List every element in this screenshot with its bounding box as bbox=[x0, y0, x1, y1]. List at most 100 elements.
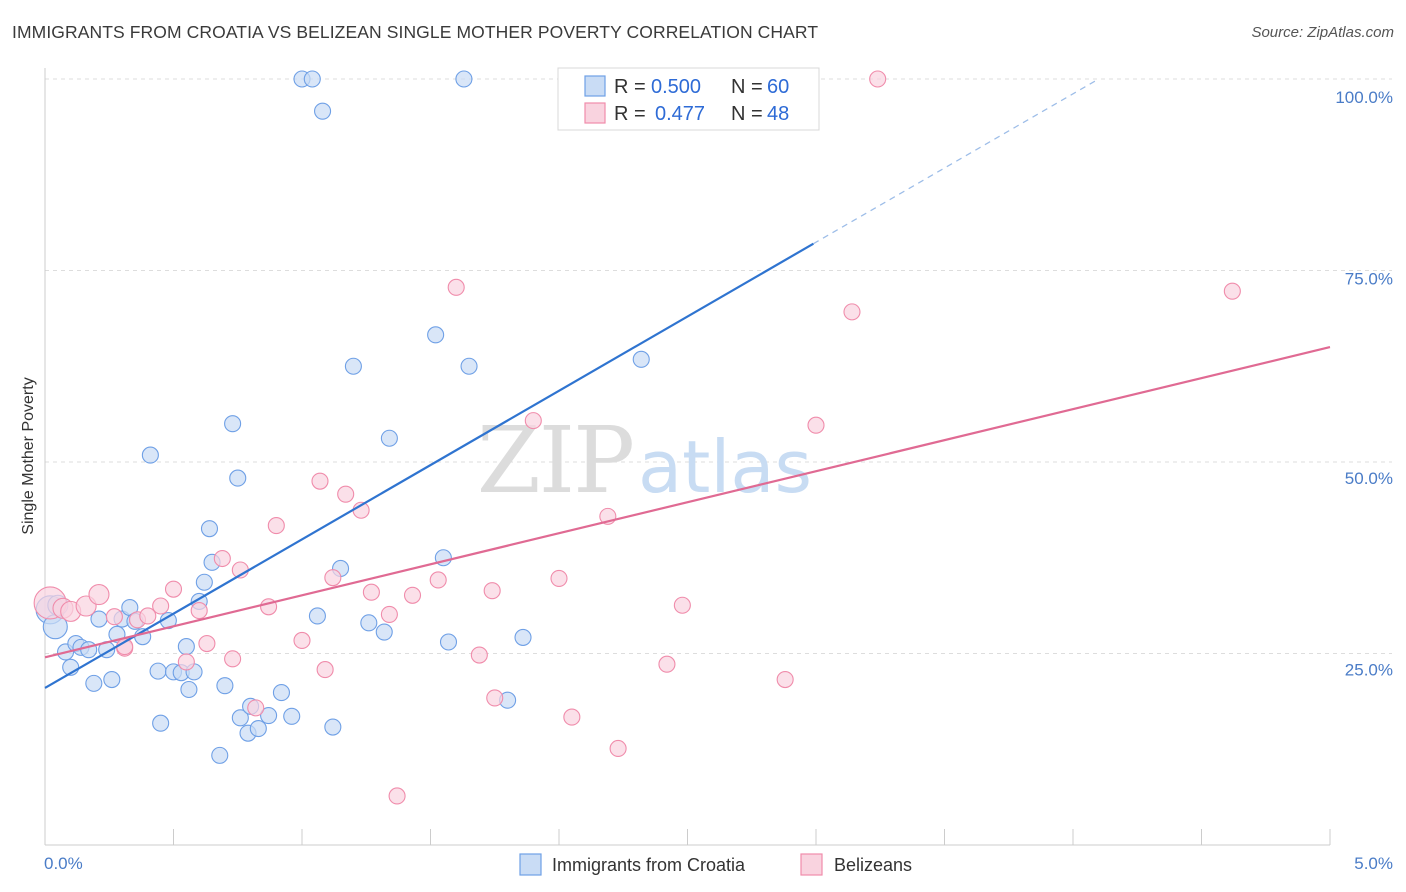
belizeans-point-22 bbox=[316, 661, 334, 679]
y-axis-label: Single Mother Poverty bbox=[20, 377, 37, 534]
croatia-point-54 bbox=[460, 357, 478, 375]
croatia-point-57 bbox=[632, 350, 650, 368]
belizeans-point-20 bbox=[293, 631, 311, 650]
y-tick-label-1: 50.0% bbox=[1345, 469, 1393, 488]
belizeans-point-17 bbox=[247, 699, 265, 717]
croatia-point-44 bbox=[324, 718, 342, 736]
axes bbox=[44, 68, 1331, 846]
croatia-point-41 bbox=[303, 70, 321, 88]
y-tick-label-0: 25.0% bbox=[1345, 661, 1393, 680]
croatia-point-43 bbox=[314, 102, 332, 120]
legend-swatch-belizeans bbox=[584, 102, 606, 124]
watermark-atlas: atlas bbox=[638, 425, 812, 509]
gridlines bbox=[45, 78, 1392, 654]
croatia-point-17 bbox=[141, 446, 159, 464]
belizeans-point-15 bbox=[224, 650, 242, 668]
croatia-point-38 bbox=[272, 684, 290, 702]
y-tick-label-2: 75.0% bbox=[1345, 270, 1393, 289]
legend-n-value-1: 60 bbox=[767, 76, 789, 98]
belizeans-point-36 bbox=[550, 569, 568, 587]
series-legend: Immigrants from Croatia Belizeans bbox=[519, 853, 912, 876]
croatia-point-56 bbox=[514, 628, 532, 646]
belizeans-point-8 bbox=[139, 607, 157, 625]
belizeans-point-45 bbox=[869, 70, 887, 88]
croatia-point-8 bbox=[85, 674, 103, 692]
belizeans-point-32 bbox=[470, 646, 488, 664]
croatia-point-53 bbox=[455, 70, 473, 88]
chart-title: IMMIGRANTS FROM CROATIA VS BELIZEAN SING… bbox=[12, 22, 819, 42]
legend-n-label-1: N = bbox=[731, 76, 763, 98]
belizeans-point-5 bbox=[105, 608, 123, 626]
series-legend-label-croatia: Immigrants from Croatia bbox=[552, 855, 746, 875]
belizeans-point-33 bbox=[483, 582, 501, 600]
source-label: Source: ZipAtlas.com bbox=[1251, 24, 1394, 41]
croatia-point-36 bbox=[249, 720, 267, 738]
belizeans-trend-line bbox=[44, 346, 1331, 659]
x-tick-labels: 0.0% 5.0% bbox=[44, 854, 1393, 873]
croatia-trend-line bbox=[44, 242, 814, 689]
legend-r-label-2: R = bbox=[614, 103, 646, 125]
croatia-point-47 bbox=[360, 614, 378, 632]
belizeans-point-13 bbox=[198, 634, 216, 653]
legend-r-value-2: 0.477 bbox=[655, 103, 705, 125]
croatia-point-49 bbox=[380, 429, 398, 447]
croatia-point-19 bbox=[152, 714, 170, 732]
belizeans-point-46 bbox=[1223, 282, 1241, 300]
watermark: ZIP atlas bbox=[477, 407, 812, 514]
legend-n-value-2: 48 bbox=[767, 103, 789, 125]
x-tick-label-0: 0.0% bbox=[44, 854, 83, 873]
belizeans-point-30 bbox=[429, 571, 447, 589]
belizeans-point-35 bbox=[524, 412, 542, 430]
croatia-point-33 bbox=[231, 709, 249, 727]
belizeans-point-40 bbox=[658, 655, 676, 673]
belizeans-point-31 bbox=[447, 278, 465, 296]
trend-lines bbox=[44, 78, 1331, 689]
belizeans-point-23 bbox=[324, 569, 342, 587]
legend-swatch-croatia bbox=[584, 75, 606, 97]
watermark-zip: ZIP bbox=[477, 407, 633, 514]
legend-r-value-1: 0.500 bbox=[651, 76, 701, 98]
belizeans-point-12 bbox=[190, 602, 208, 620]
croatia-point-24 bbox=[180, 680, 198, 699]
belizeans-point-34 bbox=[486, 689, 504, 707]
series-legend-swatch-belizeans bbox=[800, 853, 823, 876]
croatia-point-52 bbox=[439, 633, 458, 651]
croatia-point-29 bbox=[211, 746, 229, 764]
croatia-point-31 bbox=[224, 415, 242, 433]
belizeans-point-43 bbox=[807, 416, 825, 434]
belizeans-point-21 bbox=[311, 472, 329, 490]
croatia-point-11 bbox=[103, 670, 121, 689]
correlation-legend: R = 0.500 N = 60 R = 0.477 N = 48 bbox=[557, 67, 820, 131]
croatia-point-46 bbox=[344, 357, 362, 375]
croatia-point-50 bbox=[427, 326, 445, 344]
belizeans-point-10 bbox=[164, 580, 183, 598]
croatia-point-39 bbox=[283, 707, 301, 725]
y-tick-label-3: 100.0% bbox=[1335, 88, 1393, 107]
belizeans-point-28 bbox=[388, 787, 406, 805]
y-tick-labels: 25.0% 50.0% 75.0% 100.0% bbox=[1335, 88, 1393, 680]
series-legend-label-belizeans: Belizeans bbox=[834, 855, 912, 875]
belizeans-point-14 bbox=[213, 549, 231, 568]
croatia-point-23 bbox=[177, 638, 195, 656]
belizeans-point-11 bbox=[177, 653, 195, 671]
belizeans-point-29 bbox=[403, 586, 422, 604]
belizeans-point-42 bbox=[776, 670, 794, 689]
belizeans-point-39 bbox=[609, 739, 627, 758]
belizeans-point-9 bbox=[152, 597, 170, 615]
belizeans-point-27 bbox=[380, 605, 398, 623]
belizeans-point-26 bbox=[362, 583, 380, 601]
belizeans-point-19 bbox=[267, 517, 285, 535]
croatia-point-7 bbox=[80, 641, 98, 659]
croatia-point-26 bbox=[195, 573, 213, 591]
croatia-trend-extension bbox=[813, 78, 1099, 245]
croatia-point-37 bbox=[260, 706, 278, 725]
legend-n-label-2: N = bbox=[731, 103, 763, 125]
data-points bbox=[33, 70, 1241, 805]
croatia-point-32 bbox=[229, 469, 247, 487]
croatia-point-42 bbox=[308, 607, 326, 625]
belizeans-point-37 bbox=[563, 708, 581, 726]
belizeans-point-41 bbox=[673, 596, 691, 614]
belizeans-point-24 bbox=[337, 485, 355, 503]
croatia-point-30 bbox=[216, 677, 234, 695]
